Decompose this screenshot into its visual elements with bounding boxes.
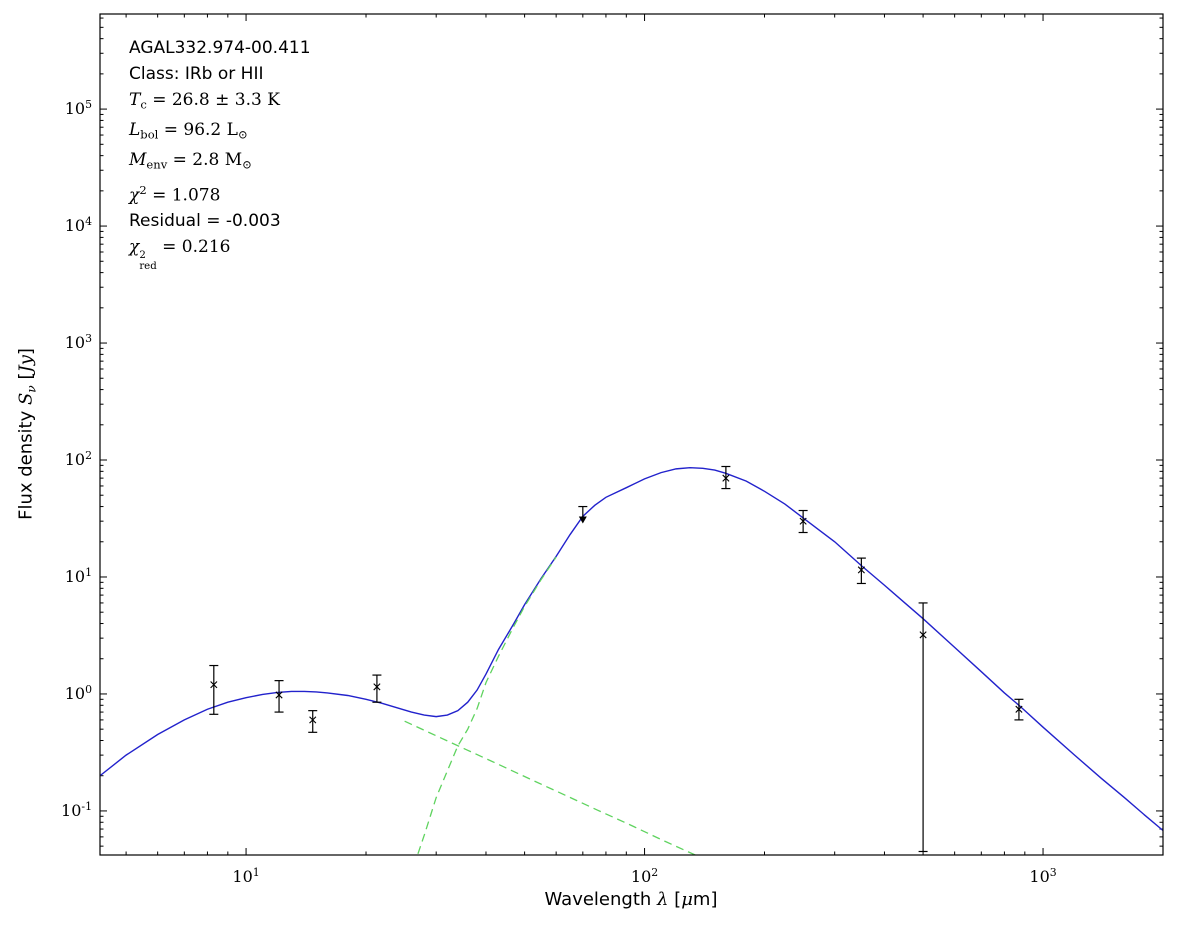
data-point: [372, 674, 382, 703]
data-marker: [919, 631, 927, 639]
data-point: [209, 664, 219, 715]
data-point: [918, 602, 928, 853]
data-marker: [722, 474, 730, 482]
axes-frame: [99, 13, 1164, 856]
data-marker: [275, 691, 283, 699]
warm-component-curve: [404, 720, 696, 855]
data-point: [856, 557, 866, 585]
data-marker: [857, 566, 865, 574]
total-model-curve: [100, 466, 1163, 832]
cold-component-curve: [417, 556, 557, 855]
upper-limit-arrow: [578, 516, 587, 524]
data-point: [798, 509, 808, 534]
data-marker: [799, 517, 807, 525]
data-point: [308, 710, 318, 733]
data-marker: [309, 716, 317, 724]
data-marker: [373, 683, 381, 691]
data-point: [721, 465, 731, 490]
data-marker: [1015, 705, 1023, 713]
data-marker: [210, 681, 218, 689]
data-point: [274, 680, 284, 713]
data-point: [578, 505, 588, 524]
data-point: [1014, 698, 1024, 721]
